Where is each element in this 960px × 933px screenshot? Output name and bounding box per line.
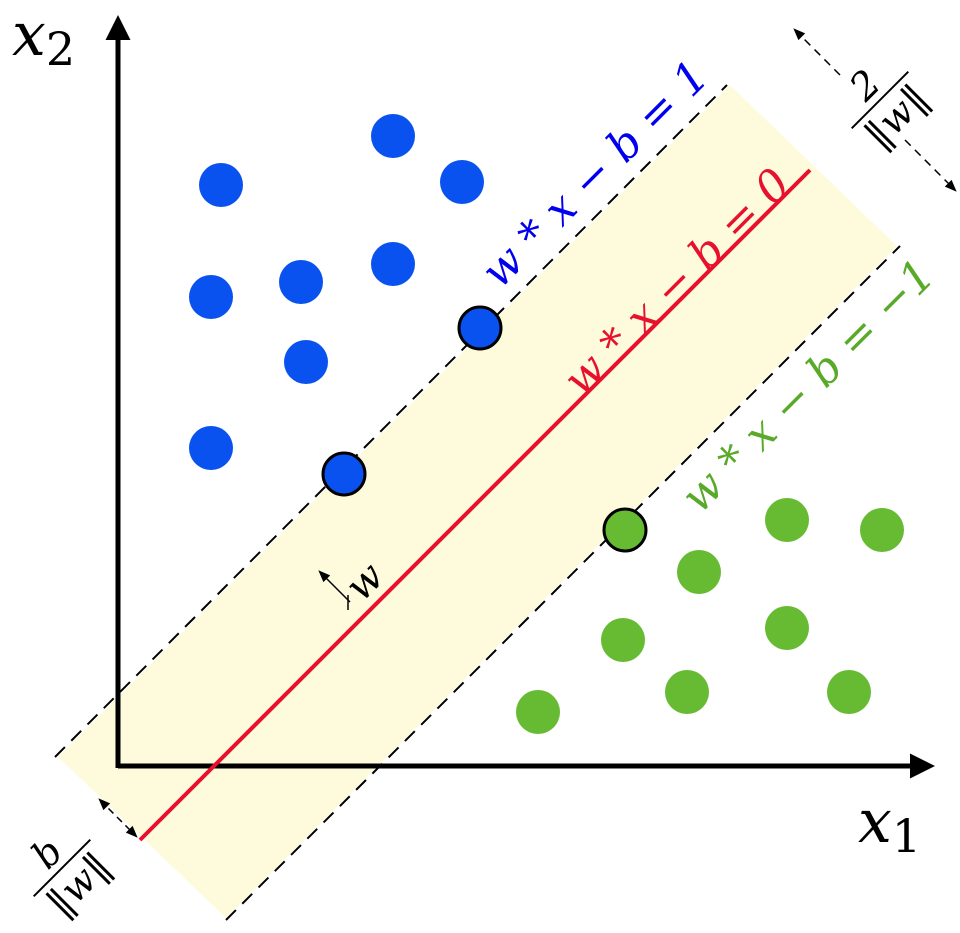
x-axis-label: x1 (858, 787, 921, 863)
positive-class-point (371, 114, 415, 158)
offset-arrow (98, 798, 138, 838)
normal-vector-arrow (318, 570, 351, 603)
positive-class-point (189, 275, 233, 319)
positive-support-vector (321, 451, 367, 497)
negative-class-point (860, 508, 904, 552)
negative-class-point (765, 606, 809, 650)
margin-width-arrow-down (904, 139, 957, 192)
negative-class-point (601, 618, 645, 662)
positive-class-point (440, 160, 484, 204)
negative-class-point (677, 550, 721, 594)
negative-class-point (516, 690, 560, 734)
negative-class-point (765, 498, 809, 542)
positive-class-point (199, 163, 243, 207)
margin-width-fraction: 2 ‖w‖ (840, 61, 936, 157)
positive-class-point (279, 260, 323, 304)
offset-fraction: b ‖w‖ (23, 829, 119, 925)
data-points (189, 114, 904, 734)
negative-class-point (827, 670, 871, 714)
positive-support-vector (457, 305, 503, 351)
margin-width-arrow-up (793, 28, 841, 76)
positive-class-point (189, 426, 233, 470)
negative-support-vector (602, 507, 648, 553)
fraction-bar (33, 839, 91, 897)
decision-boundary-line (138, 168, 812, 842)
positive-class-point (371, 242, 415, 286)
fraction-bar (851, 71, 909, 129)
y-axis-label: x2 (12, 0, 75, 76)
negative-margin-line (225, 245, 901, 921)
positive-margin-line (54, 84, 728, 758)
negative-class-point (665, 670, 709, 714)
positive-class-point (284, 340, 328, 384)
